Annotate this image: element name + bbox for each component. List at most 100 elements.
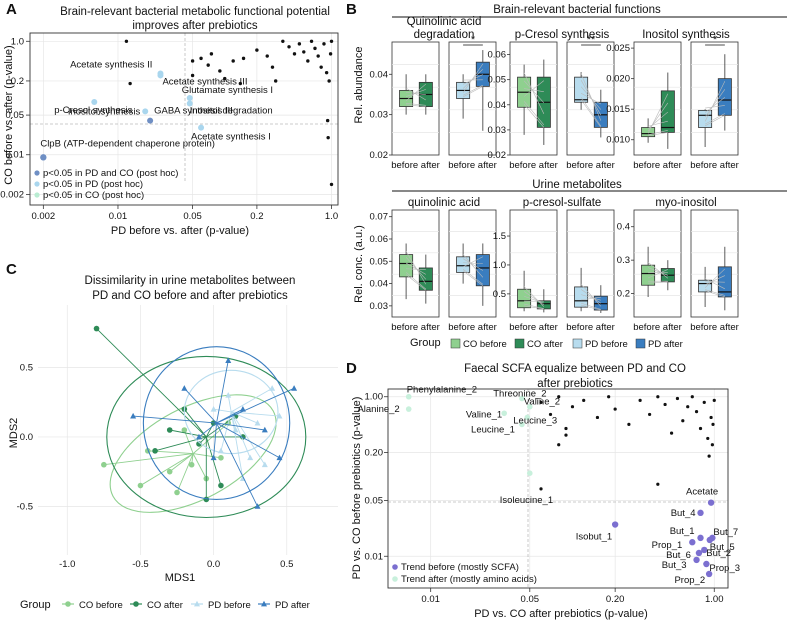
panel-a-point-ns xyxy=(270,65,275,69)
panel-b-legend-key-pd-after xyxy=(635,338,646,349)
panel-b-bottom-x-tick-label: before after xyxy=(566,322,615,333)
panel-c-spoke-co-after xyxy=(183,408,207,438)
panel-c-ylabel: MDS2 xyxy=(8,418,20,449)
panel-b-bottom-paired-line xyxy=(705,281,725,283)
panel-a-y-tick-label: 1.0 xyxy=(11,36,24,47)
panel-c-spoke-pd-after xyxy=(213,423,217,458)
panel-a-point-ns xyxy=(326,135,330,140)
panel-a-x-tick-label: 0.002 xyxy=(31,211,55,222)
panel-d-point-ns xyxy=(539,487,543,491)
panel-b-bottom-subtitle: myo-inositol xyxy=(655,197,716,209)
panel-d-point-prop-2 xyxy=(705,570,713,578)
panel-b-top-paired-line xyxy=(647,102,669,132)
panel-b-bottom-paired-line xyxy=(581,304,601,311)
panel-b-top-paired-line xyxy=(580,73,602,121)
panel-d-point-acetate xyxy=(707,499,715,506)
panel-a: A Brain-relevant bacterial metabolic fun… xyxy=(0,1,339,237)
panel-b-bottom-x-tick-label: before after xyxy=(633,322,682,333)
panel-a-point-ns xyxy=(287,45,291,49)
panel-d-y-tick-label: 0.01 xyxy=(365,551,384,562)
panel-b-legend-co-after: CO after xyxy=(527,339,563,350)
panel-c-point-pd-after xyxy=(276,454,283,461)
panel-b-top-paired-line xyxy=(462,86,483,98)
panel-d-title-line2: after prebiotics xyxy=(537,378,613,390)
panel-b-bottom-subpanel xyxy=(509,209,558,318)
panel-d-point-ns xyxy=(648,412,652,417)
panel-d-legend-after: Trend after (mostly amino acids) xyxy=(401,574,537,585)
panel-a-x-tick-label: 0.01 xyxy=(109,211,128,222)
panel-c-spoke-co-after xyxy=(96,328,207,438)
panel-a-ticks: 0.002 0.01 0.05 0.2 1.0 1.0 0.2 0.05 0.01 0.002 xyxy=(0,36,338,222)
panel-a-point-clpb-atp-dependent-chaperone-protein xyxy=(40,154,47,161)
panel-a-point-ns xyxy=(199,56,203,61)
panel-c-spoke-co-before xyxy=(192,453,207,479)
panel-d-label-prop-3: Prop_3 xyxy=(709,563,740,574)
panel-c-ellipse-co-before xyxy=(109,394,277,513)
panel-d-point-ns xyxy=(607,395,611,399)
panel-c-spoke-pd-after xyxy=(184,388,217,424)
panel-d-point-ns xyxy=(681,419,685,423)
panel-d-label-but-3: But_3 xyxy=(662,560,687,571)
panel-b-bottom-box-pd-before xyxy=(698,279,713,293)
panel-c-x-tick-label: 0.0 xyxy=(207,559,220,570)
panel-c-spoke-co-before xyxy=(193,453,221,459)
panel-b-top-facet-3: Inositol synthesis before after before aft… xyxy=(606,29,739,171)
panel-d-point-ns xyxy=(712,398,716,402)
panel-b-top-subtitle: p-Cresol synthesis xyxy=(515,29,610,41)
panel-d-point-ns xyxy=(711,422,715,426)
panel-d-label-isoleucine-1: Isoleucine_1 xyxy=(500,495,553,506)
panel-d-point-ns xyxy=(656,395,660,399)
panel-a-legend-marker-both xyxy=(34,170,40,176)
panel-b-title-bottom: Urine metabolites xyxy=(532,179,622,191)
panel-d-point-but-5 xyxy=(706,536,713,544)
panel-b-top-sig-mark: ** xyxy=(587,34,596,46)
panel-b-bottom-y-tick-label: 0.3 xyxy=(617,255,630,266)
panel-c-point-co-before xyxy=(101,461,107,468)
panel-b-bottom-paired-line xyxy=(704,268,726,288)
panel-d-label-isobut-1: Isobut_1 xyxy=(576,532,612,543)
panel-a-label-acetate-synthesis-i: Acetate synthesis I xyxy=(191,132,271,143)
panel-b-bottom-y-tick-label: 0.03 xyxy=(370,301,389,312)
panel-a-y-tick-label: 0.002 xyxy=(0,189,24,200)
panel-c-point-pd-before xyxy=(269,385,276,391)
panel-d-label-alanine-2: Alanine_2 xyxy=(357,404,399,415)
panel-d-label-acetate: Acetate xyxy=(686,487,718,498)
panel-b-top-box-co-before xyxy=(641,127,656,138)
panel-c-ellipse-co-after xyxy=(106,355,307,519)
panel-c-point-co-before xyxy=(174,489,180,496)
panel-c-y-tick-label: 0.5 xyxy=(20,363,33,374)
panel-b-top-y-tick-label: 0.025 xyxy=(606,43,630,54)
panel-c-point-pd-after xyxy=(195,433,202,440)
panel-d-label-valine-1: Valine_1 xyxy=(466,409,502,420)
panel-d-ticks: 0.01 0.05 0.20 1.00 1.00 0.20 0.05 0.01 xyxy=(365,392,724,605)
panel-b-top-y-tick-label: 0.020 xyxy=(606,74,630,85)
panel-c-spoke-pd-before xyxy=(230,411,258,424)
panel-c-legend-marker-pd-before xyxy=(194,600,200,607)
panel-d-label-prop-2: Prop_2 xyxy=(674,575,705,586)
panel-d-point-but-6 xyxy=(695,549,703,557)
panel-d-grid xyxy=(388,389,728,588)
panel-d-point-ns xyxy=(710,443,714,447)
panel-c-title-line2: PD and CO before and after prebiotics xyxy=(92,290,288,302)
panel-a-point-ns xyxy=(302,50,306,54)
panel-b-top-paired-line xyxy=(648,132,668,137)
panel-c-point-pd-before xyxy=(210,405,217,412)
panel-b-bottom-y-tick-label: 1.5 xyxy=(493,231,506,242)
panel-a-y-tick-label: 0.01 xyxy=(6,150,25,161)
panel-d-point-ns xyxy=(638,398,642,402)
panel-c-point-co-before xyxy=(188,461,195,468)
panel-a-point-acetate-synthesis-iii xyxy=(157,72,164,79)
panel-d-point-prop-3 xyxy=(703,560,710,568)
panel-d-label-valine-2: Valine_2 xyxy=(524,397,560,408)
panel-b-bottom-y-tick-label: 0.05 xyxy=(370,256,389,267)
panel-b-bottom-paired-line xyxy=(705,290,725,298)
panel-b-bottom-paired-line xyxy=(647,267,668,276)
panel-a-point-ns xyxy=(223,76,227,81)
panel-c-title-line1: Dissimilarity in urine metabolites betwe… xyxy=(85,275,296,287)
panel-d-label-leucine-3: Leucine_3 xyxy=(513,415,557,426)
panel-a-point-ns xyxy=(319,65,323,69)
panel-c-legend-marker-pd-after xyxy=(261,600,267,607)
panel-b-bottom-paired-line xyxy=(524,295,544,304)
panel-a-point-ns xyxy=(231,59,235,63)
panel-a-point-ns xyxy=(124,39,129,43)
